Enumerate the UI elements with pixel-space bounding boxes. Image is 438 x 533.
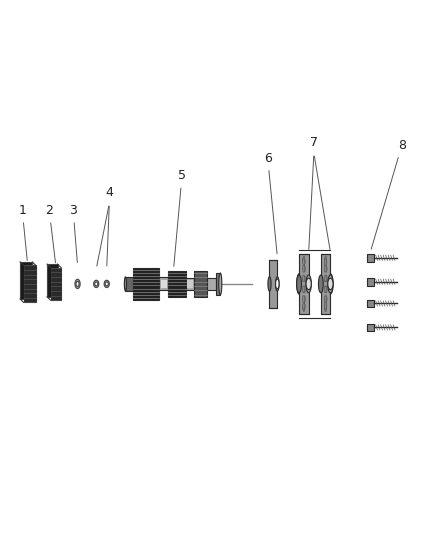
- Ellipse shape: [325, 275, 327, 282]
- Text: 1: 1: [18, 204, 27, 261]
- Bar: [299, 254, 309, 313]
- Bar: [367, 278, 374, 286]
- Ellipse shape: [324, 302, 326, 309]
- Ellipse shape: [124, 277, 127, 291]
- Ellipse shape: [325, 305, 327, 312]
- Ellipse shape: [303, 286, 305, 293]
- Bar: [133, 268, 159, 300]
- Ellipse shape: [297, 274, 301, 294]
- Ellipse shape: [324, 275, 326, 282]
- Ellipse shape: [303, 302, 305, 309]
- Bar: [125, 277, 133, 291]
- Text: 4: 4: [106, 186, 113, 199]
- Ellipse shape: [325, 286, 327, 293]
- Bar: [194, 271, 207, 297]
- Ellipse shape: [303, 302, 305, 309]
- Ellipse shape: [302, 265, 304, 272]
- Ellipse shape: [328, 275, 333, 293]
- Ellipse shape: [276, 277, 279, 291]
- Text: 8: 8: [371, 139, 406, 249]
- Ellipse shape: [303, 256, 305, 263]
- Ellipse shape: [328, 274, 333, 294]
- Bar: [367, 254, 374, 262]
- Bar: [50, 268, 61, 300]
- Ellipse shape: [303, 259, 305, 265]
- Ellipse shape: [303, 265, 305, 272]
- Bar: [168, 271, 186, 296]
- Bar: [186, 278, 194, 289]
- Text: 7: 7: [310, 136, 318, 149]
- Bar: [367, 300, 374, 308]
- Bar: [24, 265, 36, 302]
- Ellipse shape: [303, 259, 305, 265]
- Ellipse shape: [276, 279, 279, 289]
- Ellipse shape: [318, 275, 323, 293]
- Ellipse shape: [324, 265, 326, 272]
- Ellipse shape: [325, 302, 327, 309]
- Ellipse shape: [105, 282, 108, 286]
- Text: 3: 3: [69, 204, 78, 262]
- Bar: [161, 279, 167, 288]
- Ellipse shape: [303, 305, 305, 312]
- Text: 2: 2: [45, 204, 56, 263]
- Text: 6: 6: [264, 152, 277, 254]
- Ellipse shape: [94, 280, 99, 288]
- Ellipse shape: [297, 275, 301, 293]
- Bar: [47, 264, 57, 297]
- Ellipse shape: [306, 275, 311, 293]
- Bar: [187, 280, 193, 288]
- Ellipse shape: [303, 275, 305, 282]
- Bar: [20, 262, 32, 299]
- Ellipse shape: [303, 296, 305, 303]
- Ellipse shape: [76, 281, 79, 286]
- Bar: [159, 277, 168, 290]
- Ellipse shape: [325, 296, 327, 303]
- Bar: [269, 260, 277, 308]
- Ellipse shape: [302, 286, 304, 293]
- Ellipse shape: [104, 280, 110, 288]
- Ellipse shape: [324, 259, 326, 265]
- Ellipse shape: [302, 296, 304, 303]
- Ellipse shape: [325, 256, 327, 263]
- Bar: [321, 254, 330, 313]
- Bar: [216, 273, 220, 295]
- Ellipse shape: [324, 286, 326, 293]
- Bar: [207, 278, 216, 290]
- Ellipse shape: [302, 275, 304, 282]
- Ellipse shape: [268, 277, 271, 291]
- Ellipse shape: [95, 282, 98, 286]
- Ellipse shape: [306, 278, 311, 289]
- Ellipse shape: [75, 279, 80, 288]
- Ellipse shape: [324, 296, 326, 303]
- Ellipse shape: [325, 265, 327, 272]
- Bar: [367, 324, 374, 332]
- Ellipse shape: [219, 273, 222, 295]
- Ellipse shape: [325, 259, 327, 265]
- Ellipse shape: [328, 278, 333, 289]
- Text: 5: 5: [174, 169, 186, 266]
